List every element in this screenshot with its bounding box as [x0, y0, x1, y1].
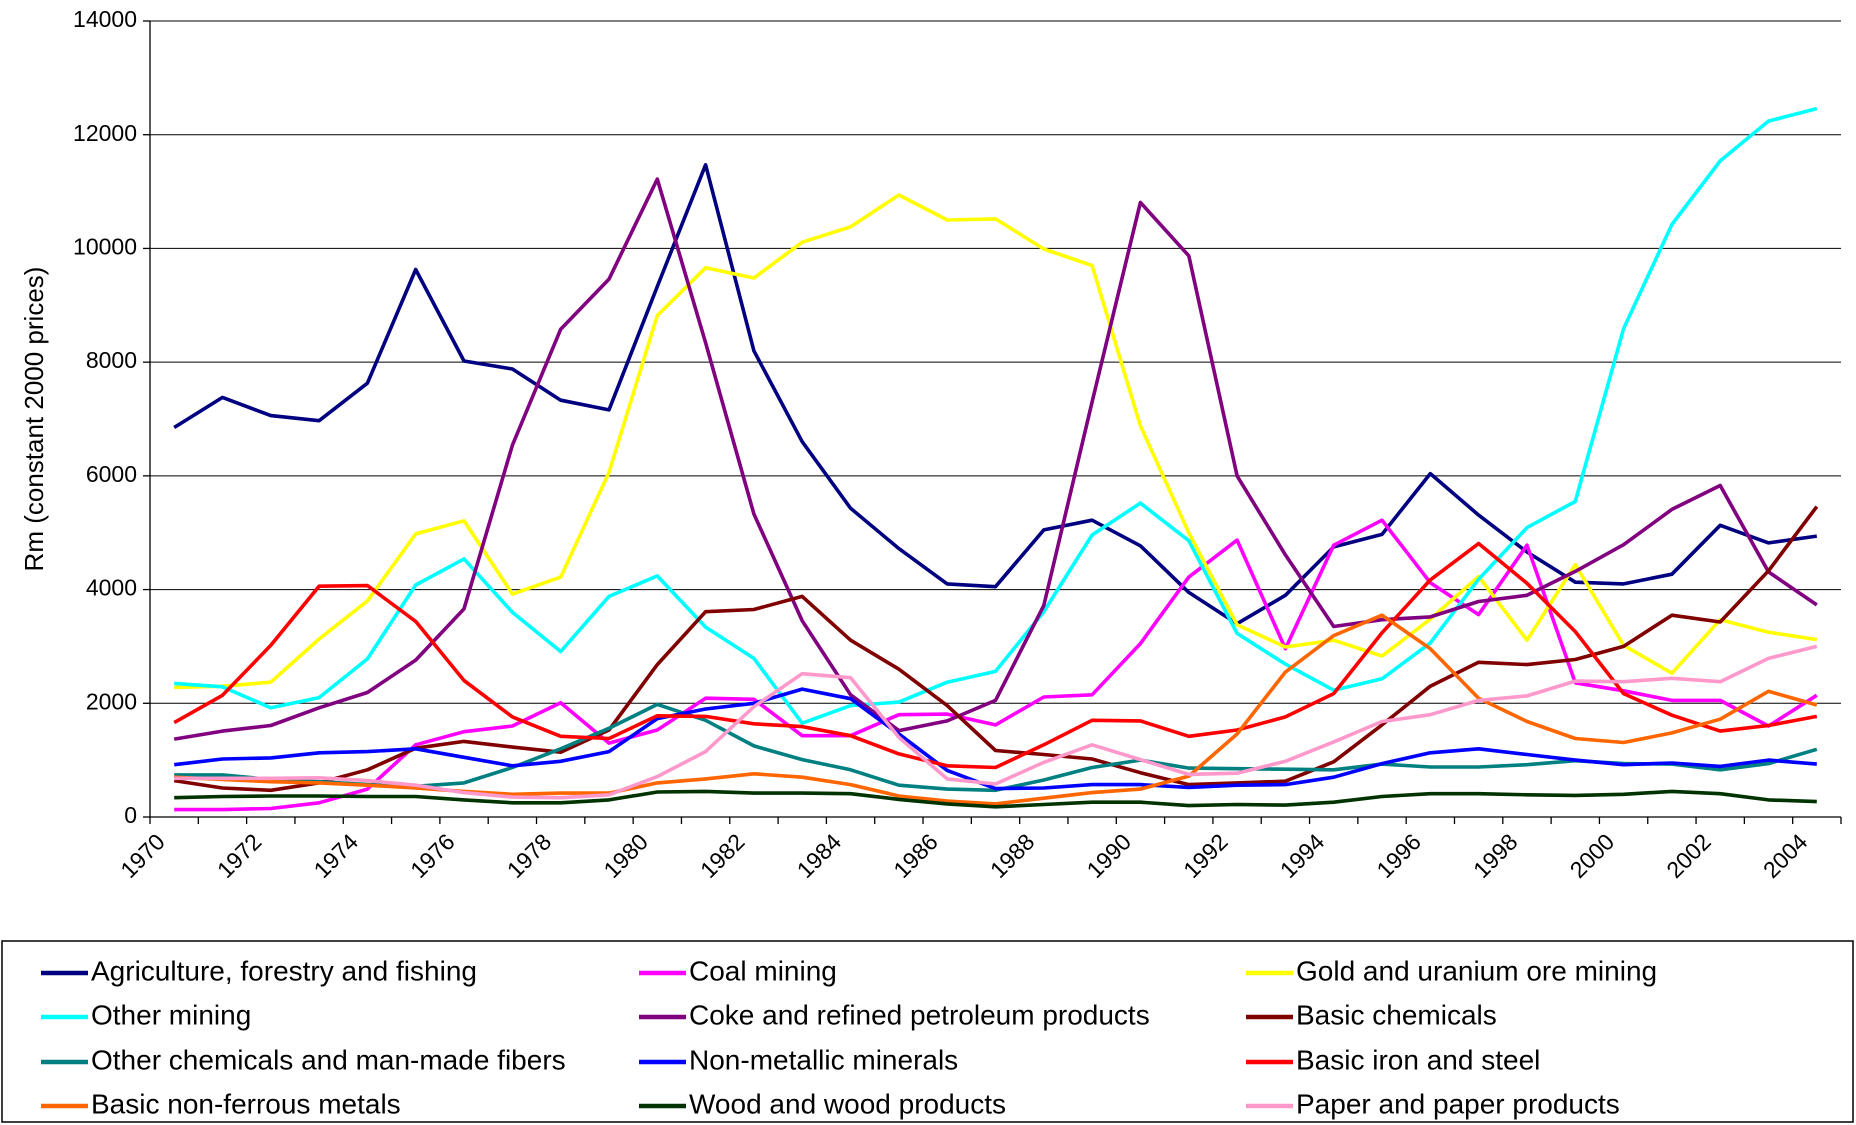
series-line [173, 177, 1818, 741]
y-tick-label: 12000 [73, 120, 137, 146]
legend-label: Coke and refined petroleum products [689, 999, 1150, 1030]
x-tick-label: 1986 [888, 828, 943, 883]
x-tick-label: 1970 [115, 828, 170, 883]
x-tick-label: 1996 [1371, 828, 1426, 883]
y-tick-label: 0 [124, 802, 137, 828]
series-line [174, 518, 1818, 812]
legend-label: Agriculture, forestry and fishing [91, 955, 477, 986]
series-line [174, 613, 1818, 806]
legend-label: Gold and uranium ore mining [1296, 955, 1657, 986]
series-line [174, 789, 1817, 809]
y-tick-label: 6000 [86, 461, 137, 487]
x-tick-label: 2002 [1661, 828, 1716, 883]
legend-label: Other chemicals and man-made fibers [91, 1044, 566, 1075]
x-tick-label: 1976 [405, 828, 460, 883]
legend-label: Other mining [91, 999, 251, 1030]
x-tick-label: 1982 [695, 828, 750, 883]
x-tick-label: 1984 [792, 828, 847, 883]
legend-label: Basic non-ferrous metals [91, 1088, 401, 1119]
x-tick-label: 1988 [985, 828, 1040, 883]
series-line [174, 193, 1818, 690]
series-line [174, 644, 1818, 800]
series-line [173, 687, 1817, 791]
x-tick-label: 1974 [309, 828, 364, 883]
x-tick-label: 1978 [502, 828, 557, 883]
series-line [173, 541, 1818, 770]
legend-box [1, 940, 1854, 1123]
y-axis-title: Rm (constant 2000 prices) [19, 267, 49, 572]
series-line [174, 106, 1818, 725]
legend-label: Coal mining [689, 955, 837, 986]
y-tick-label: 4000 [86, 575, 137, 601]
y-tick-label: 8000 [86, 347, 137, 373]
y-tick-label: 2000 [86, 688, 137, 714]
legend-label: Non-metallic minerals [689, 1044, 958, 1075]
legend-label: Paper and paper products [1296, 1088, 1620, 1119]
x-tick-label: 2004 [1758, 828, 1813, 883]
legend-label: Basic chemicals [1296, 999, 1497, 1030]
x-tick-label: 1990 [1082, 828, 1137, 883]
x-tick-label: 1972 [212, 828, 267, 883]
x-tick-label: 2000 [1565, 828, 1620, 883]
legend-label: Wood and wood products [689, 1088, 1006, 1119]
x-tick-label: 1980 [598, 828, 653, 883]
series-line [173, 505, 1819, 793]
y-tick-label: 10000 [73, 234, 137, 260]
legend-label: Basic iron and steel [1296, 1044, 1540, 1075]
x-tick-label: 1998 [1468, 828, 1523, 883]
series-line [173, 163, 1818, 626]
x-tick-label: 1994 [1275, 828, 1330, 883]
y-tick-label: 14000 [73, 6, 137, 32]
x-tick-label: 1992 [1178, 828, 1233, 883]
